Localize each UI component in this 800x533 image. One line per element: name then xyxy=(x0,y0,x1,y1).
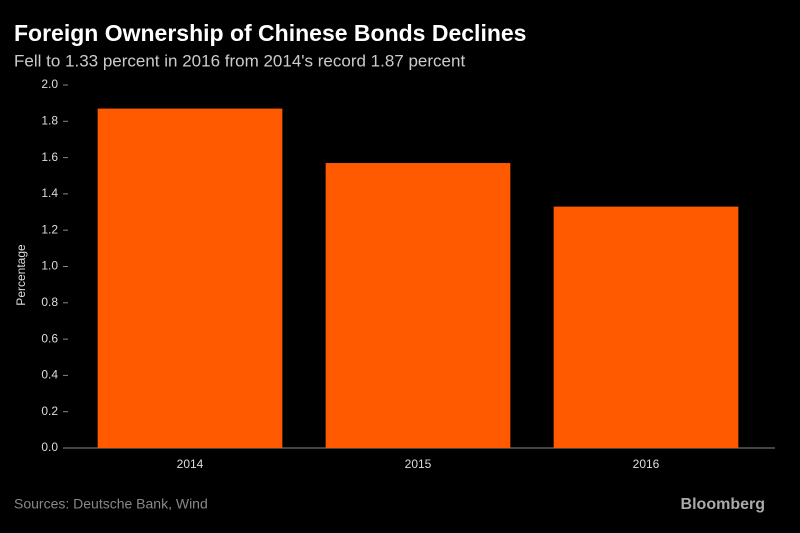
y-tick-label: 0.2 xyxy=(41,404,58,418)
bar xyxy=(97,108,283,448)
y-axis-label: Percentage xyxy=(14,244,28,306)
bar xyxy=(553,206,739,448)
x-tick-label: 2015 xyxy=(405,457,432,471)
y-tick-label: 0.4 xyxy=(41,368,58,382)
x-tick-label: 2016 xyxy=(633,457,660,471)
x-tick-label: 2014 xyxy=(177,457,204,471)
y-tick-label: 1.2 xyxy=(41,222,58,236)
y-tick-label: 0.8 xyxy=(41,295,58,309)
y-tick-label: 1.8 xyxy=(41,113,58,127)
bar xyxy=(325,163,511,449)
chart-subtitle: Fell to 1.33 percent in 2016 from 2014's… xyxy=(14,51,465,70)
y-tick-label: 1.0 xyxy=(41,259,58,273)
brand: Bloomberg xyxy=(681,496,765,513)
y-tick-label: 1.4 xyxy=(41,186,58,200)
chart-title: Foreign Ownership of Chinese Bonds Decli… xyxy=(14,20,526,46)
y-tick-label: 0.6 xyxy=(41,331,58,345)
y-tick-label: 1.6 xyxy=(41,150,58,164)
y-tick-label: 0.0 xyxy=(41,440,58,454)
source: Sources: Deutsche Bank, Wind xyxy=(14,496,208,512)
y-tick-label: 2.0 xyxy=(41,77,58,91)
